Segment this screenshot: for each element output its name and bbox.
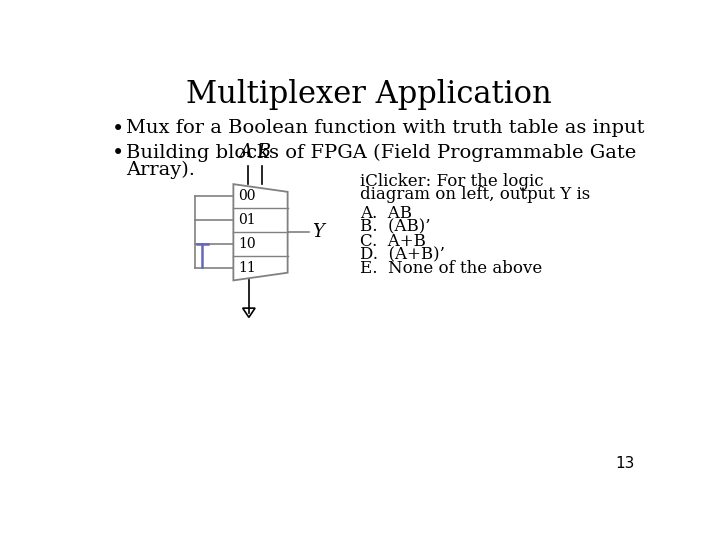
Text: E.  None of the above: E. None of the above: [360, 260, 542, 278]
Text: A.  AB: A. AB: [360, 205, 412, 222]
Text: iClicker: For the logic: iClicker: For the logic: [360, 173, 544, 190]
Text: •: •: [112, 119, 124, 139]
Text: B.  (AB)’: B. (AB)’: [360, 219, 431, 236]
Text: D.  (A+B)’: D. (A+B)’: [360, 247, 445, 264]
Text: Y: Y: [312, 223, 324, 241]
Text: •: •: [112, 143, 124, 163]
Text: 00: 00: [238, 189, 256, 203]
Text: Multiplexer Application: Multiplexer Application: [186, 79, 552, 110]
Text: 13: 13: [616, 456, 635, 471]
Text: 01: 01: [238, 213, 256, 227]
Text: C.  A+B: C. A+B: [360, 233, 426, 249]
Text: Array).: Array).: [126, 161, 194, 179]
Text: Mux for a Boolean function with truth table as input: Mux for a Boolean function with truth ta…: [126, 119, 644, 137]
Text: 11: 11: [238, 261, 256, 275]
Text: A B: A B: [239, 143, 271, 161]
Text: 10: 10: [238, 237, 256, 251]
Text: Building blocks of FPGA (Field Programmable Gate: Building blocks of FPGA (Field Programma…: [126, 143, 636, 161]
Text: diagram on left, output Y is: diagram on left, output Y is: [360, 186, 590, 204]
